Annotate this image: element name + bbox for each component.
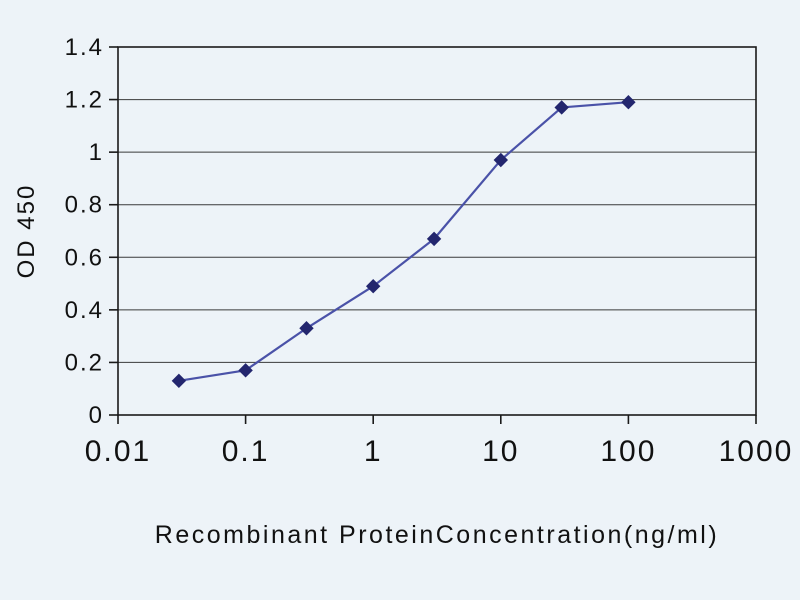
y-tick-label: 1.2 bbox=[65, 87, 104, 114]
y-tick-label: 0.6 bbox=[65, 244, 104, 271]
data-point-marker bbox=[171, 373, 187, 389]
x-tick-label: 0.1 bbox=[222, 435, 270, 468]
data-point-marker bbox=[238, 363, 253, 378]
data-point-marker bbox=[554, 100, 569, 115]
data-point-marker bbox=[299, 321, 314, 336]
data-point-marker bbox=[426, 231, 442, 247]
data-point-marker bbox=[621, 94, 636, 110]
data-point-marker bbox=[365, 278, 381, 294]
plot-area: 0 0.2 0.4 0.6 0.8 1 1.2 1.4 0.01 0.1 1 10 100 1000 bbox=[65, 34, 794, 468]
y-tick-label: 1 bbox=[89, 139, 104, 166]
y-axis-title: OD 450 bbox=[13, 184, 40, 279]
x-tick-label: 1 bbox=[364, 435, 383, 468]
y-tick-label: 0 bbox=[89, 402, 104, 429]
data-point-marker bbox=[493, 152, 509, 168]
x-tick-label: 10 bbox=[482, 435, 519, 468]
y-tick-label: 0.8 bbox=[65, 192, 104, 219]
x-axis-title: Recombinant ProteinConcentration(ng/ml) bbox=[155, 521, 719, 549]
x-tick-label: 100 bbox=[600, 435, 656, 468]
x-tick-label: 1000 bbox=[719, 435, 794, 468]
plot-border bbox=[117, 46, 757, 416]
data-line bbox=[178, 101, 629, 382]
y-tick-label: 0.4 bbox=[65, 297, 104, 324]
x-tick-label: 0.01 bbox=[85, 435, 151, 468]
y-tick-label: 1.4 bbox=[65, 34, 104, 61]
y-tick-label: 0.2 bbox=[65, 349, 104, 376]
